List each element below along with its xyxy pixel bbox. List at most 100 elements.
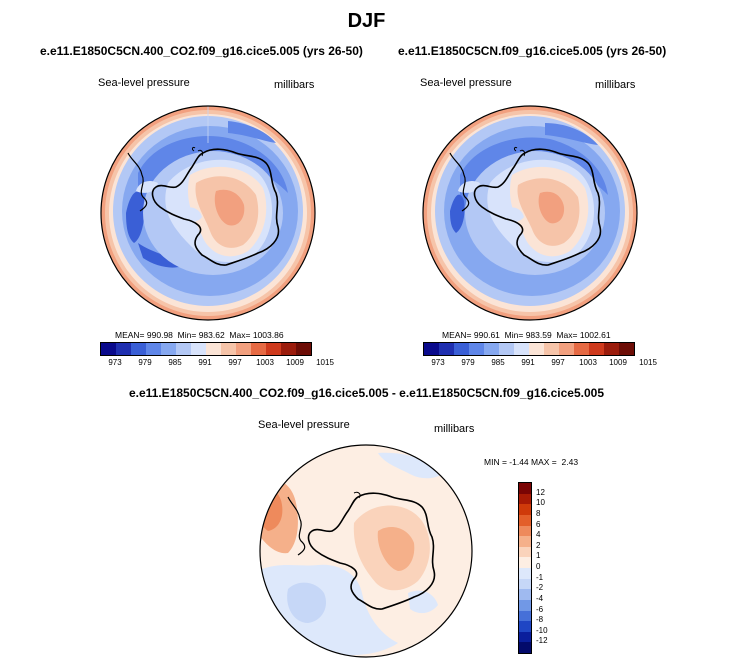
panel-3-colorbar	[518, 482, 532, 654]
panel-3-antarctica-coastline	[307, 492, 436, 610]
panel-3-colorbar-tick-label: 6	[536, 519, 541, 529]
panel-1-colorbar-swatch	[296, 343, 311, 355]
panel-2-south-america-tip	[449, 152, 470, 212]
panel-2-mean-label: MEAN=	[442, 330, 472, 340]
panel-3-colorbar-tick-label: 0	[536, 562, 541, 571]
panel-3-colorbar-swatch	[519, 525, 531, 537]
panel-2-colorbar-tick-label: 973	[431, 358, 445, 367]
panel-2-colorbar-tick-label: 997	[551, 358, 565, 367]
panel-2-mean-value: 990.61	[473, 330, 500, 340]
panel-2-variable-label: Sea-level pressure	[420, 77, 512, 89]
panel-2-colorbar-swatch	[529, 343, 544, 355]
panel-3-colorbar-tick-label: -4	[536, 593, 544, 603]
panel-1-contour-band	[182, 207, 202, 222]
panel-1-colorbar-swatch	[206, 343, 221, 355]
panel-1-min-label: Min=	[177, 330, 197, 340]
panel-3-colorbar-tick-label: 2	[536, 540, 541, 550]
panel-2-max-value: 1002.61	[579, 330, 611, 340]
panel-3-colorbar-tick-label: 10	[536, 498, 545, 508]
panel-1-low-center	[228, 121, 276, 143]
panel-1-min-value: 983.62	[198, 330, 225, 340]
panel-1-low-center	[126, 191, 145, 243]
panel-3-colorbar-swatch	[519, 504, 531, 515]
panel-3-positive-anomaly	[377, 527, 415, 571]
panel-2-min-label: Min=	[504, 330, 524, 340]
panel-1-colorbar-swatch	[281, 343, 296, 355]
panel-3-colorbar-swatch	[519, 493, 531, 505]
panel-1-colorbar-swatch	[161, 343, 176, 355]
panel-1-colorbar-swatch	[131, 343, 146, 355]
panel-3-colorbar-swatch	[519, 631, 531, 643]
panel-3-stats: MIN = -1.44 MAX = 2.43	[484, 457, 578, 467]
panel-2-polar-map	[422, 105, 638, 321]
panel-3-negative-anomaly	[287, 582, 327, 623]
panel-1-colorbar-tick-label: 973	[108, 358, 122, 367]
panel-3-variable-label: Sea-level pressure	[258, 419, 350, 431]
panel-2-low-center	[545, 123, 598, 145]
panel-2-map-border	[422, 105, 638, 321]
panel-2-colorbar-tick-label: 985	[491, 358, 505, 367]
panel-3-colorbar-tick-label: 8	[536, 508, 541, 518]
panel-1-colorbar-swatch	[266, 343, 281, 355]
panel-1-colorbar-ticks: 973 979 985 991 997 1003 1009 1015	[100, 358, 334, 370]
panel-1-colorbar-swatch	[101, 343, 116, 355]
panel-3-colorbar-tick-label: 12	[536, 487, 545, 497]
panel-2-colorbar-swatch	[484, 343, 499, 355]
panel-2-colorbar-tick-label: 1003	[579, 358, 597, 367]
panel-1-mean-label: MEAN=	[115, 330, 145, 340]
panel-2-min-value: 983.59	[525, 330, 552, 340]
panel-3-colorbar-swatch	[519, 536, 531, 547]
panel-2-high-center	[538, 191, 565, 224]
panel-3-min-label: MIN =	[484, 457, 507, 467]
panel-2-low-center	[460, 137, 608, 215]
panel-3-units-label: millibars	[434, 423, 475, 435]
panel-2-max-label: Max=	[556, 330, 578, 340]
panel-3-max-label: MAX =	[531, 457, 557, 467]
season-title: DJF	[347, 10, 386, 32]
panel-3-colorbar-swatch	[519, 483, 531, 494]
panel-3-min-value: -1.44	[509, 457, 529, 467]
panel-1-colorbar-tick-label: 991	[198, 358, 212, 367]
panel-1-map-border	[100, 105, 316, 321]
panel-2-colorbar-swatch	[619, 343, 634, 355]
panel-3-colorbar-swatch	[519, 546, 531, 558]
panel-1-colorbar-swatch	[236, 343, 251, 355]
panel-1-colorbar-swatch	[176, 343, 191, 355]
panel-2-contour-band	[504, 207, 524, 222]
panel-1-islands	[191, 146, 204, 157]
panel-3-colorbar-tick-label: -1	[536, 572, 544, 582]
panel-2-colorbar-tick-label: 979	[461, 358, 475, 367]
panel-3-colorbar-tick-label: -8	[536, 615, 544, 625]
panel-1-variable-label: Sea-level pressure	[98, 77, 190, 89]
panel-2-colorbar-swatch	[424, 343, 439, 355]
panel-1-colorbar-swatch	[251, 343, 266, 355]
panel-3-south-america-tip	[287, 496, 306, 556]
panel-1-colorbar-swatch	[146, 343, 161, 355]
panel-3-colorbar-swatch	[519, 642, 531, 653]
panel-2-colorbar-swatch	[604, 343, 619, 355]
panel-2-colorbar-tick-label: 1009	[609, 358, 627, 367]
panel-1-max-value: 1003.86	[252, 330, 284, 340]
panel-1-max-label: Max=	[229, 330, 251, 340]
panel-3-colorbar-swatch	[519, 578, 531, 590]
panel-1-colorbar-swatch	[116, 343, 131, 355]
panel-2-title: e.e11.E1850C5CN.f09_g16.cice5.005 (yrs 2…	[398, 44, 667, 58]
panel-3-colorbar-tick-label: -10	[536, 625, 548, 635]
panel-1-south-america-tip	[127, 152, 148, 212]
panel-3-colorbar-tick-label: 4	[536, 530, 541, 540]
panel-2-antarctica-coastline	[473, 148, 602, 266]
panel-2-islands	[513, 146, 526, 157]
panel-3-colorbar-ticks: 12 10 8 6 4 2 1 0 -1 -2 -4 -6 -8 -10 -12	[534, 482, 574, 654]
panel-1-high-center	[214, 189, 245, 226]
panel-2-colorbar-swatch	[499, 343, 514, 355]
panel-1-stats: MEAN= 990.98 Min= 983.62 Max= 1003.86	[115, 330, 284, 340]
panel-1-colorbar-tick-label: 985	[168, 358, 182, 367]
panel-3-colorbar-swatch	[519, 589, 531, 600]
panel-2-colorbar-swatch	[559, 343, 574, 355]
panel-3-colorbar-swatch	[519, 599, 531, 611]
panel-3-colorbar-tick-label: 1	[536, 551, 541, 561]
panel-3-negative-anomaly	[378, 452, 444, 479]
panel-1-colorbar-tick-label: 1003	[256, 358, 274, 367]
panel-2-colorbar-swatch	[574, 343, 589, 355]
panel-2-colorbar	[423, 342, 635, 356]
